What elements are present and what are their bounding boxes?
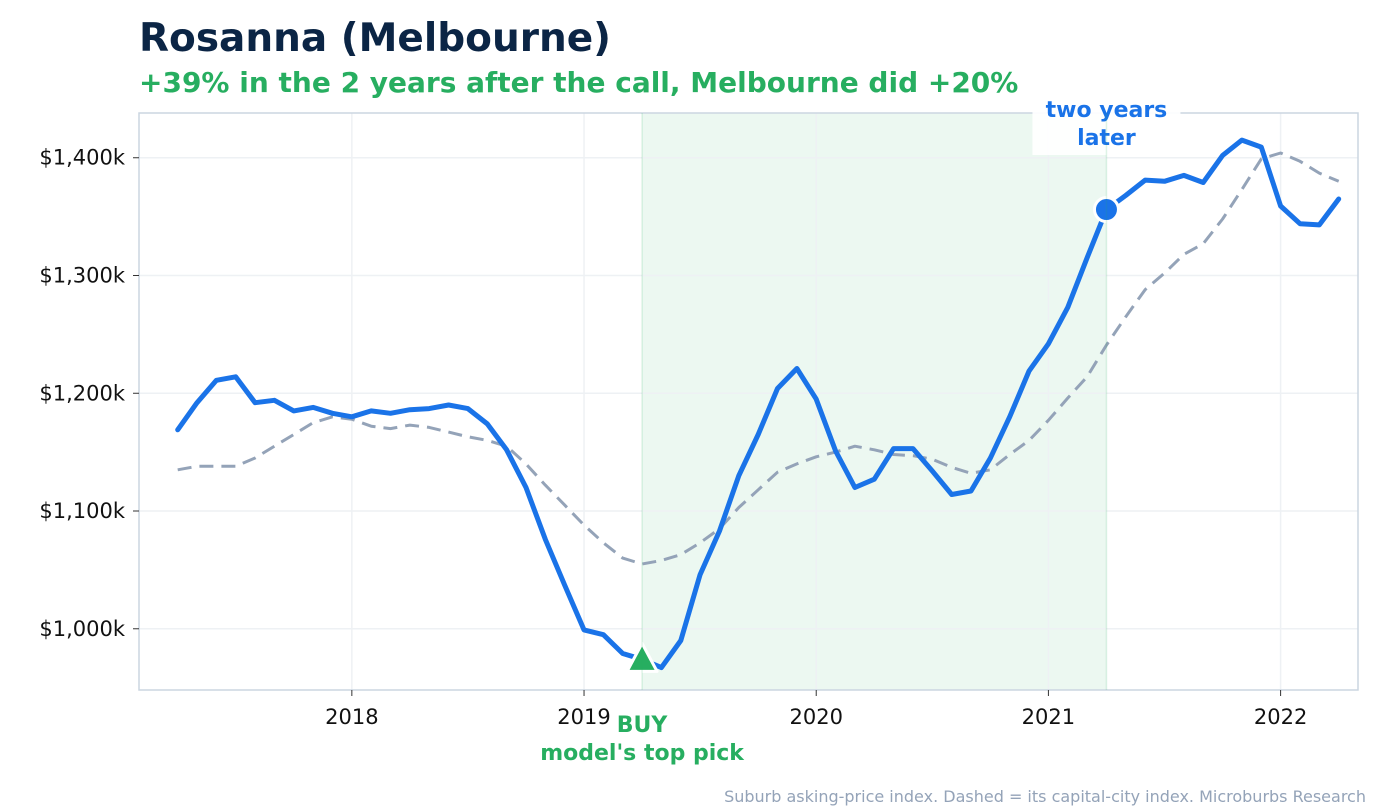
x-tick-label: 2021	[1022, 705, 1075, 729]
label-backdrop	[1032, 95, 1181, 155]
y-tick-label: $1,300k	[39, 264, 125, 288]
two-years-marker-dot	[1092, 196, 1120, 224]
buy-annotation-label: model's top pick	[540, 741, 745, 766]
y-tick-label: $1,000k	[39, 617, 125, 641]
y-tick-label: $1,200k	[39, 381, 125, 405]
buy-marker-triangle	[625, 641, 659, 673]
two-years-annotation-label: two years	[1046, 98, 1168, 123]
two-years-annotation-label: later	[1077, 126, 1136, 151]
x-tick-label: 2020	[789, 705, 842, 729]
shaded-period	[642, 113, 1107, 690]
y-axis: $1,000k $1,100k $1,200k $1,300k $1,400k	[39, 146, 139, 641]
chart-subtitle: +39% in the 2 years after the call, Melb…	[139, 66, 1019, 99]
x-tick-label: 2022	[1254, 705, 1307, 729]
suburb-index-line	[175, 137, 1342, 671]
annotations: BUY model's top pick two years later	[540, 95, 1181, 766]
y-tick-label: $1,400k	[39, 146, 125, 170]
plot-frame	[138, 112, 1359, 691]
y-tick-label: $1,100k	[39, 499, 125, 523]
chart-title: Rosanna (Melbourne)	[139, 16, 611, 61]
buy-annotation-label: BUY	[617, 713, 669, 738]
x-tick-label: 2018	[325, 705, 378, 729]
x-tick-label: 2019	[557, 705, 610, 729]
capital-city-index-line	[177, 151, 1340, 566]
chart-footer-note: Suburb asking-price index. Dashed = its …	[724, 787, 1366, 806]
x-axis: 2018 2019 2020 2021 2022	[325, 690, 1307, 729]
